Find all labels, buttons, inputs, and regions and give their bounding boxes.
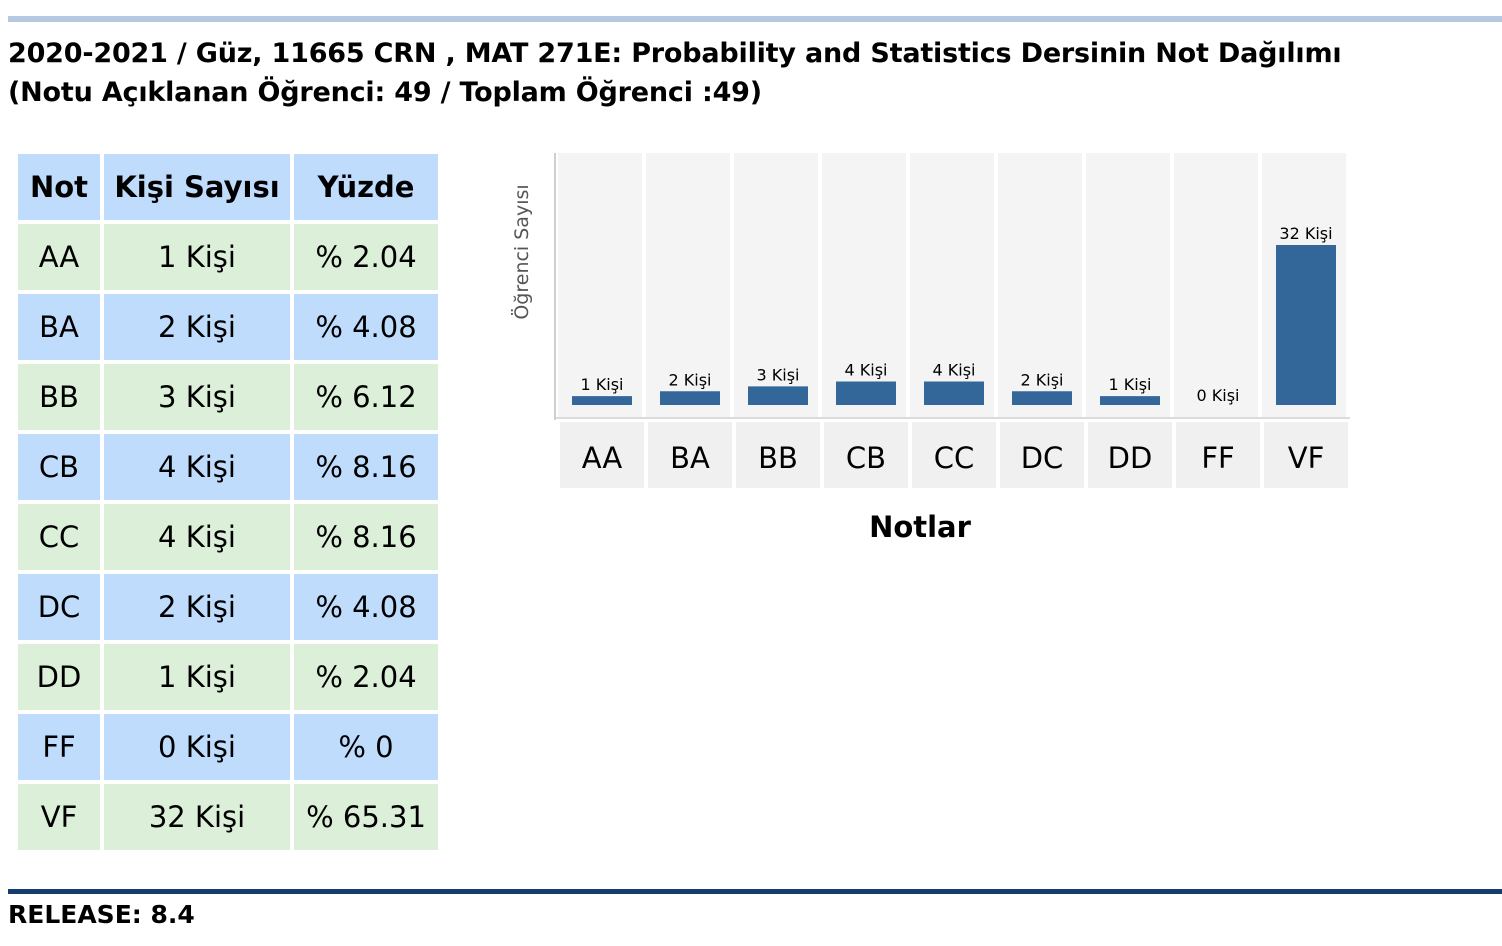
x-tick-label: CB <box>846 441 886 475</box>
data-label: 2 Kişi <box>669 370 712 389</box>
count-cell: 3 Kişi <box>104 364 290 430</box>
category-label-bg <box>1088 422 1172 488</box>
count-cell: 1 Kişi <box>104 224 290 290</box>
plot-column-bg <box>734 153 818 417</box>
category-label-bg <box>1176 422 1260 488</box>
grade-cell: BA <box>18 294 100 360</box>
data-label: 0 Kişi <box>1197 386 1240 405</box>
table-row: DC 2 Kişi % 4.08 <box>18 574 438 640</box>
grade-cell: DC <box>18 574 100 640</box>
category-label-bg <box>648 422 732 488</box>
percent-cell: % 0 <box>294 714 438 780</box>
header-student-count: Kişi Sayısı <box>104 154 290 220</box>
grade-bar-chart: AA 1 Kişi BA 2 Kişi BB 3 Kişi CB 4 Kişi CC 4 Kişi… <box>490 140 1370 560</box>
release-version: RELEASE: 8.4 <box>8 900 195 929</box>
x-tick-label: BA <box>670 441 710 475</box>
x-tick-label: DC <box>1021 441 1064 475</box>
plot-column-bg <box>910 153 994 417</box>
chart-svg: AA 1 Kişi BA 2 Kişi BB 3 Kişi CB 4 Kişi CC 4 Kişi… <box>510 153 1350 544</box>
bar <box>660 391 720 405</box>
count-cell: 2 Kişi <box>104 294 290 360</box>
count-cell: 2 Kişi <box>104 574 290 640</box>
table-row: FF 0 Kişi % 0 <box>18 714 438 780</box>
table-row: CB 4 Kişi % 8.16 <box>18 434 438 500</box>
grade-cell: BB <box>18 364 100 430</box>
bar <box>836 381 896 405</box>
x-tick-label: DD <box>1108 441 1153 475</box>
table-header-row: Not Kişi Sayısı Yüzde <box>18 154 438 220</box>
percent-cell: % 6.12 <box>294 364 438 430</box>
percent-cell: % 4.08 <box>294 574 438 640</box>
data-label: 2 Kişi <box>1021 370 1064 389</box>
category-label-bg <box>912 422 996 488</box>
count-cell: 1 Kişi <box>104 644 290 710</box>
category-label-bg <box>560 422 644 488</box>
category-label-bg <box>736 422 820 488</box>
header-percentage: Yüzde <box>294 154 438 220</box>
x-tick-label: CC <box>934 441 975 475</box>
table-row: BA 2 Kişi % 4.08 <box>18 294 438 360</box>
percent-cell: % 8.16 <box>294 504 438 570</box>
y-axis-title: Öğrenci Sayısı <box>510 184 533 319</box>
grade-cell: VF <box>18 784 100 850</box>
plot-column-bg <box>1174 153 1258 417</box>
percent-cell: % 4.08 <box>294 294 438 360</box>
bar <box>572 396 632 405</box>
category-label-bg <box>824 422 908 488</box>
x-tick-label: FF <box>1201 441 1234 475</box>
bar <box>924 381 984 405</box>
count-cell: 0 Kişi <box>104 714 290 780</box>
data-label: 3 Kişi <box>757 365 800 384</box>
percent-cell: % 2.04 <box>294 224 438 290</box>
grade-cell: AA <box>18 224 100 290</box>
bottom-divider <box>8 889 1502 894</box>
data-label: 32 Kişi <box>1279 224 1332 243</box>
count-cell: 4 Kişi <box>104 434 290 500</box>
percent-cell: % 8.16 <box>294 434 438 500</box>
x-axis-title: Notlar <box>869 510 972 544</box>
grade-cell: CC <box>18 504 100 570</box>
x-tick-label: VF <box>1288 441 1325 475</box>
x-tick-label: BB <box>758 441 798 475</box>
data-label: 1 Kişi <box>1109 375 1152 394</box>
data-label: 4 Kişi <box>845 361 888 380</box>
data-label: 4 Kişi <box>933 361 976 380</box>
table-row: DD 1 Kişi % 2.04 <box>18 644 438 710</box>
plot-column-bg <box>1086 153 1170 417</box>
bar <box>1012 391 1072 405</box>
top-divider <box>8 16 1502 22</box>
count-cell: 32 Kişi <box>104 784 290 850</box>
header-grade: Not <box>18 154 100 220</box>
percent-cell: % 65.31 <box>294 784 438 850</box>
table-row: VF 32 Kişi % 65.31 <box>18 784 438 850</box>
grade-cell: FF <box>18 714 100 780</box>
plot-column-bg <box>998 153 1082 417</box>
category-label-bg <box>1264 422 1348 488</box>
grade-cell: DD <box>18 644 100 710</box>
bar <box>748 386 808 405</box>
table-row: AA 1 Kişi % 2.04 <box>18 224 438 290</box>
page-title-line-1: 2020-2021 / Güz, 11665 CRN , MAT 271E: P… <box>8 38 1342 69</box>
page-title-line-2: (Notu Açıklanan Öğrenci: 49 / Toplam Öğr… <box>8 77 762 108</box>
page-title: 2020-2021 / Güz, 11665 CRN , MAT 271E: P… <box>8 34 1488 112</box>
plot-column-bg <box>646 153 730 417</box>
percent-cell: % 2.04 <box>294 644 438 710</box>
category-label-bg <box>1000 422 1084 488</box>
count-cell: 4 Kişi <box>104 504 290 570</box>
table-row: BB 3 Kişi % 6.12 <box>18 364 438 430</box>
data-label: 1 Kişi <box>581 375 624 394</box>
grade-cell: CB <box>18 434 100 500</box>
table-row: CC 4 Kişi % 8.16 <box>18 504 438 570</box>
grade-distribution-table: Not Kişi Sayısı Yüzde AA 1 Kişi % 2.04 B… <box>14 150 442 854</box>
bar <box>1100 396 1160 405</box>
x-tick-label: AA <box>582 441 623 475</box>
bar <box>1276 245 1336 405</box>
plot-column-bg <box>558 153 642 417</box>
plot-column-bg <box>822 153 906 417</box>
